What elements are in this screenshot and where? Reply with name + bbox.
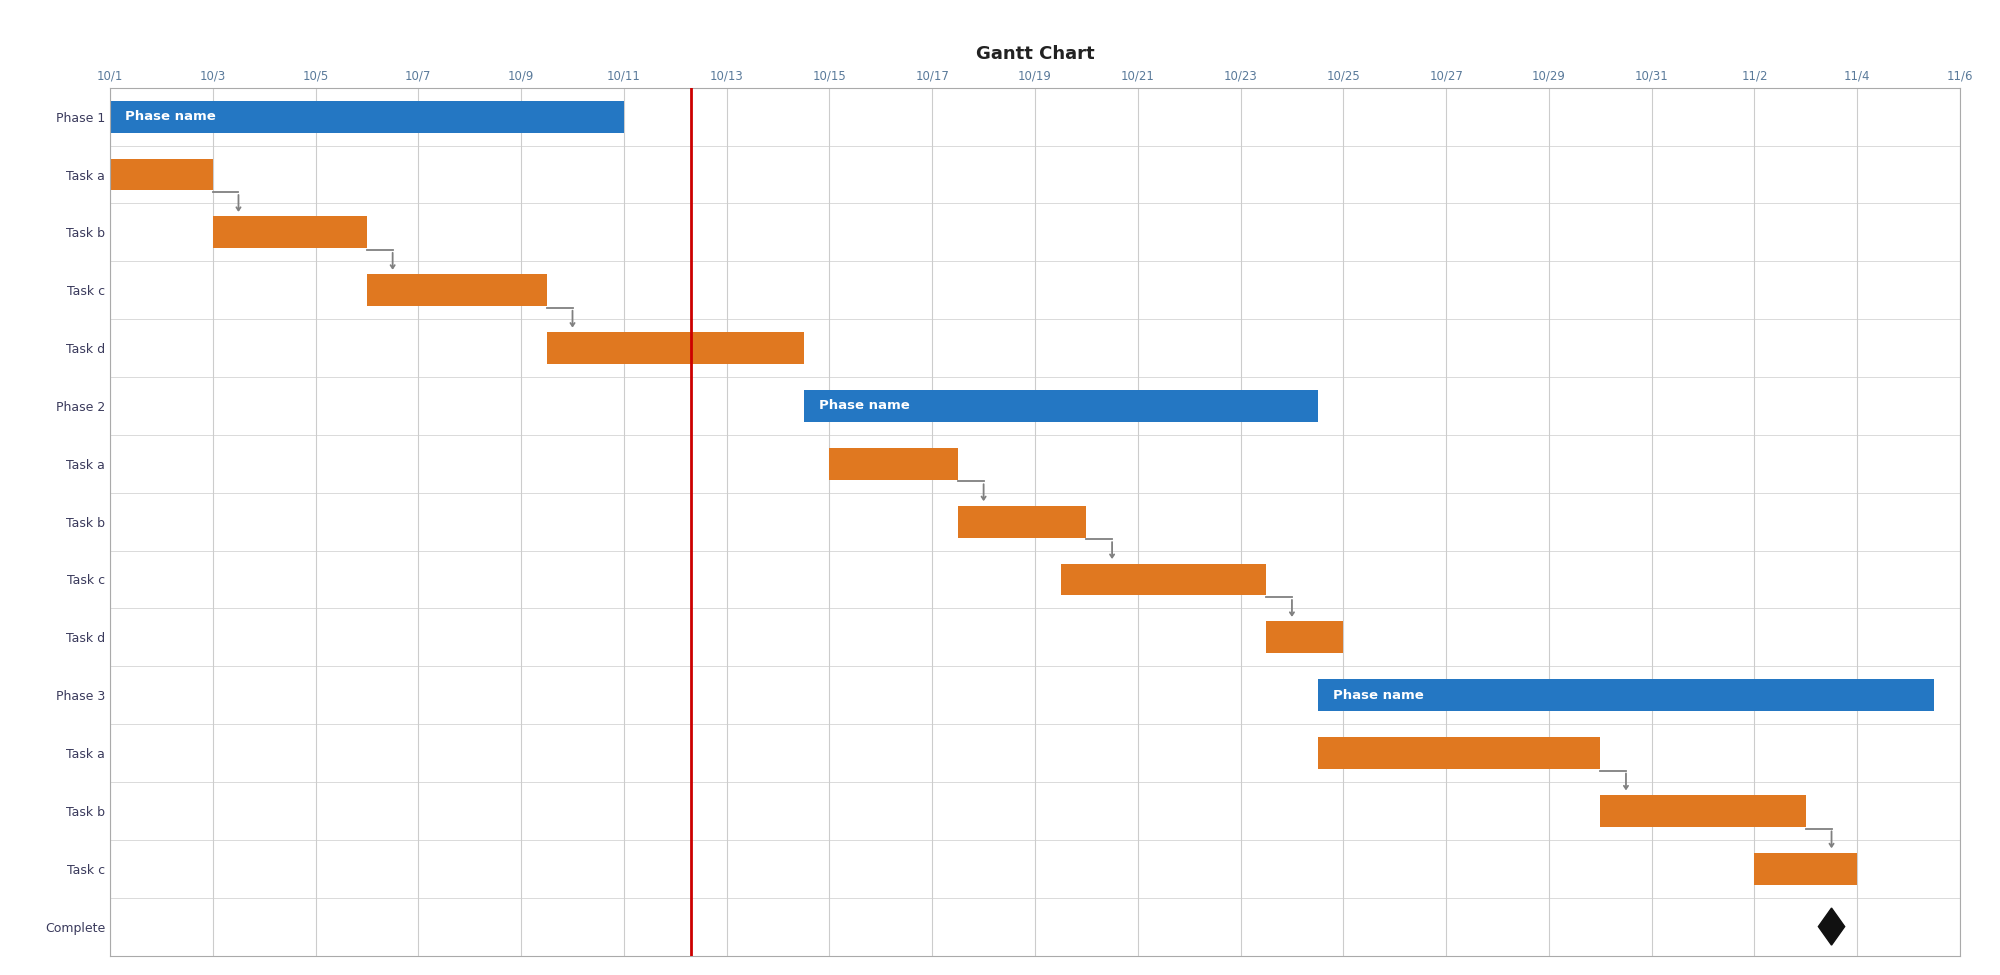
Bar <box>1266 621 1344 653</box>
Bar <box>546 332 804 364</box>
Bar <box>804 390 1318 422</box>
Bar <box>212 216 366 249</box>
Text: Phase name: Phase name <box>126 110 216 123</box>
Bar <box>958 506 1086 537</box>
Bar <box>1318 737 1600 769</box>
Text: Phase name: Phase name <box>820 400 910 412</box>
Polygon shape <box>1818 908 1844 945</box>
Bar <box>366 274 546 306</box>
Bar <box>1600 795 1806 827</box>
Bar <box>110 100 624 133</box>
Bar <box>1318 680 1934 711</box>
Title: Gantt Chart: Gantt Chart <box>976 45 1094 62</box>
Text: Phase name: Phase name <box>1334 688 1424 702</box>
Bar <box>1060 564 1266 596</box>
Bar <box>830 448 958 480</box>
Bar <box>1754 853 1858 884</box>
Bar <box>110 159 212 190</box>
